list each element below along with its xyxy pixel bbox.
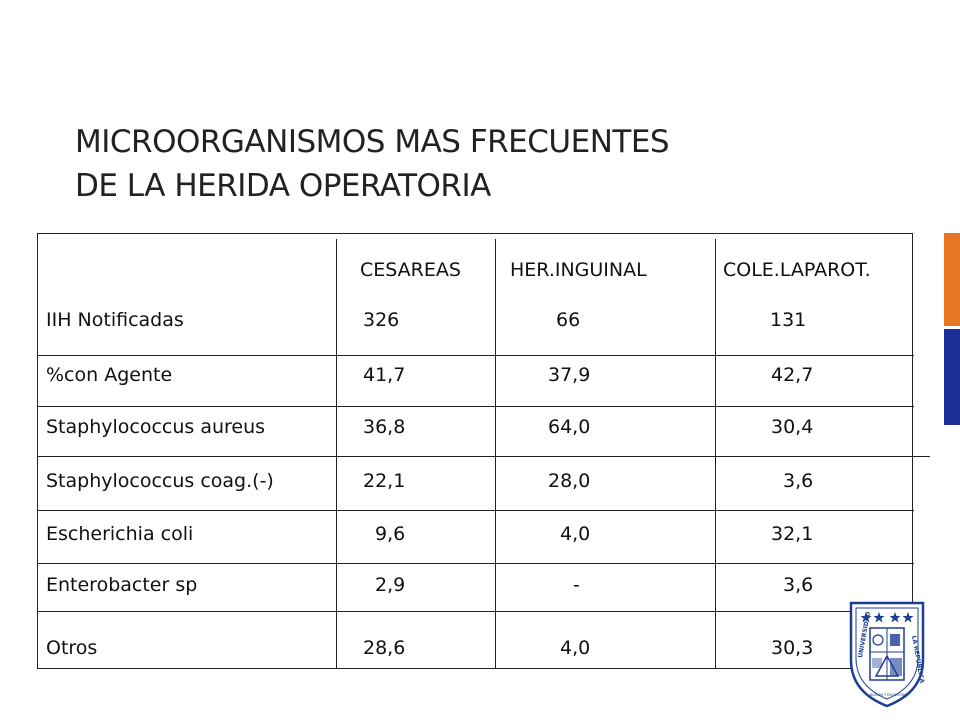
cell-cole-laparot: 131	[770, 309, 807, 331]
column-header-cesareas: CESAREAS	[360, 259, 461, 281]
accent-bar-blue	[944, 329, 960, 425]
cell-cole-laparot: 30,4	[771, 416, 814, 438]
cell-cole-laparot: 42,7	[771, 364, 814, 386]
cell-her-inguinal: 64,0	[548, 416, 591, 438]
cell-cole-laparot: 32,1	[771, 523, 814, 545]
row-divider	[38, 611, 914, 612]
accent-bar-orange	[944, 233, 960, 326]
row-divider	[38, 355, 914, 356]
row-label: %con Agente	[46, 364, 173, 386]
slide-title: MICROORGANISMOS MAS FRECUENTES DE LA HER…	[75, 120, 835, 208]
row-divider	[38, 456, 930, 457]
table-row: Otros 28,6 4,0 30,3	[38, 611, 914, 662]
cell-cesareas: 2,9	[375, 574, 406, 596]
table-row: IIH Notificadas 326 66 131	[38, 304, 914, 355]
column-divider	[336, 239, 337, 669]
row-divider	[38, 510, 914, 511]
svg-text:BUSCAR Y ENCONTRAR: BUSCAR Y ENCONTRAR	[870, 693, 908, 697]
cell-cole-laparot: 3,6	[783, 574, 814, 596]
slide-title-line-1: MICROORGANISMOS MAS FRECUENTES	[75, 124, 670, 160]
row-divider	[38, 563, 914, 564]
column-header-cole-laparot: COLE.LAPAROT.	[723, 259, 871, 281]
table-row: Enterobacter sp 2,9 - 3,6	[38, 563, 914, 614]
row-label: Staphylococcus aureus	[46, 416, 266, 438]
table-row: Staphylococcus aureus 36,8 64,0 30,4	[38, 406, 914, 457]
cell-cole-laparot: 3,6	[783, 470, 814, 492]
cell-her-inguinal: 28,0	[548, 470, 591, 492]
row-label: IIH Notificadas	[46, 309, 184, 331]
row-label: Otros	[46, 637, 98, 659]
cell-cesareas: 326	[363, 309, 400, 331]
column-divider	[495, 239, 496, 669]
cell-cesareas: 28,6	[363, 637, 406, 659]
cell-her-inguinal: 66	[556, 309, 581, 331]
cell-her-inguinal: 4,0	[560, 637, 591, 659]
row-label: Staphylococcus coag.(-)	[46, 470, 274, 492]
table-row: %con Agente 41,7 37,9 42,7	[38, 355, 914, 406]
cell-cesareas: 22,1	[363, 470, 406, 492]
cell-cesareas: 36,8	[363, 416, 406, 438]
column-divider	[715, 239, 716, 669]
row-label: Escherichia coli	[46, 523, 194, 545]
table-header-row: CESAREAS HER.INGUINAL COLE.LAPAROT.	[38, 254, 914, 305]
row-divider	[38, 406, 914, 407]
data-table: CESAREAS HER.INGUINAL COLE.LAPAROT. IIH …	[37, 233, 930, 669]
table-row: Escherichia coli 9,6 4,0 32,1	[38, 510, 914, 561]
table-row: Staphylococcus coag.(-) 22,1 28,0 3,6	[38, 456, 914, 507]
cell-cole-laparot: 30,3	[771, 637, 814, 659]
university-seal-logo: UNIVERSIDAD LA REPÚBLICA BUSCAR Y ENCONT…	[849, 601, 925, 708]
row-label: Enterobacter sp	[46, 574, 198, 596]
cell-cesareas: 41,7	[363, 364, 406, 386]
cell-her-inguinal: -	[573, 574, 580, 596]
cell-her-inguinal: 37,9	[548, 364, 591, 386]
slide-title-line-2: DE LA HERIDA OPERATORIA	[75, 168, 491, 204]
column-header-her-inguinal: HER.INGUINAL	[510, 259, 647, 281]
cell-her-inguinal: 4,0	[560, 523, 591, 545]
cell-cesareas: 9,6	[375, 523, 406, 545]
